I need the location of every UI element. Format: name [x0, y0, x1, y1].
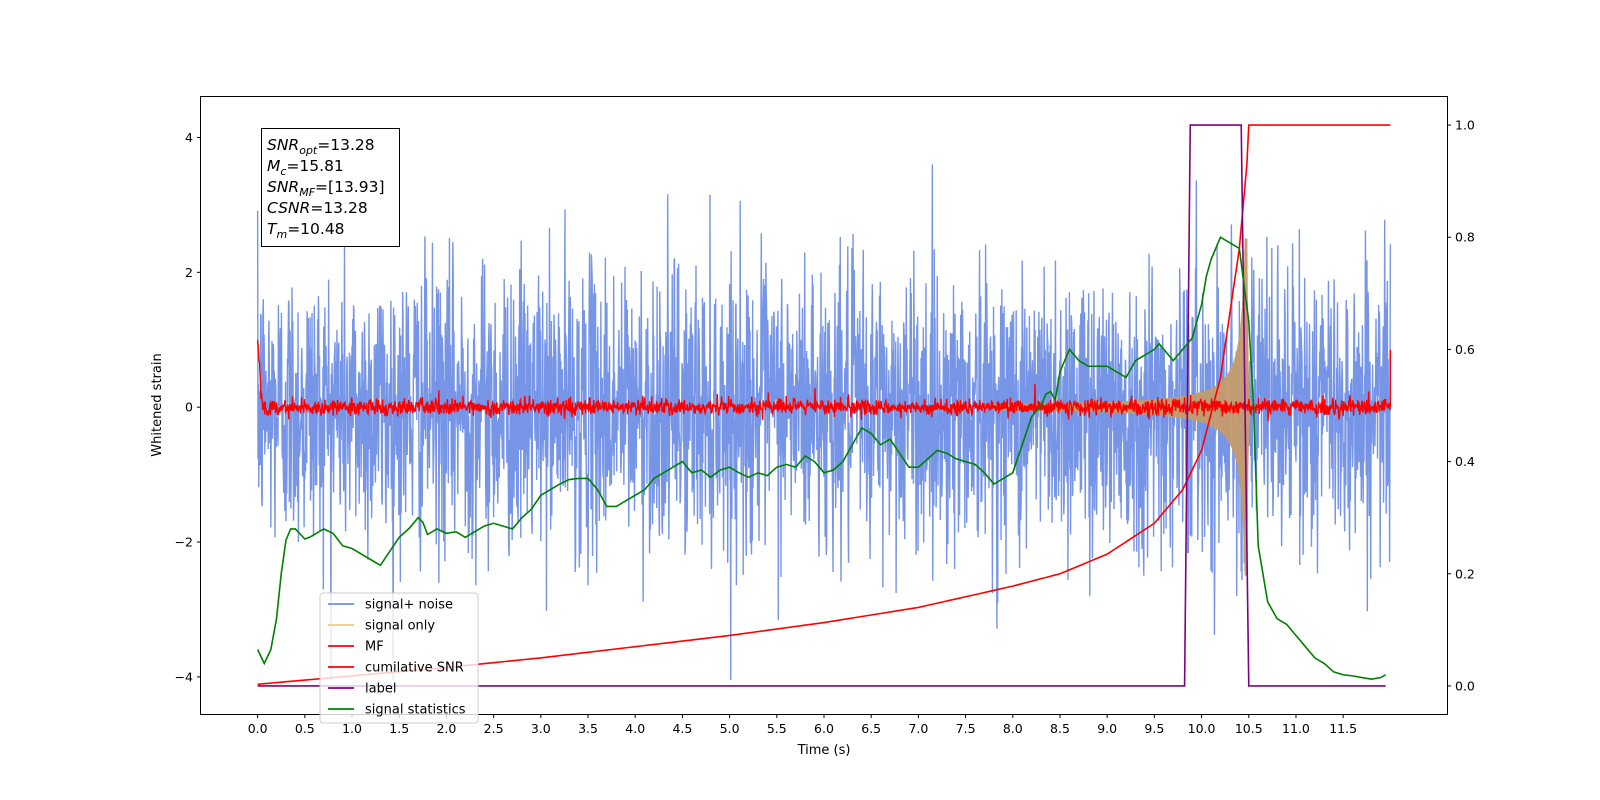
y-right-tick-label: 1.0 — [1455, 118, 1475, 133]
series-label-line — [257, 124, 1386, 687]
y-right-tick-label: 0.4 — [1455, 454, 1475, 469]
series-mf-line — [256, 339, 1392, 422]
series-group — [256, 124, 1392, 687]
x-tick-label: 2.0 — [436, 721, 456, 736]
x-tick-label: 3.5 — [578, 721, 598, 736]
legend-label: signal+ noise — [365, 598, 453, 613]
plot-area — [256, 124, 1392, 687]
y-right-tick-label: 0.0 — [1455, 678, 1475, 693]
info-line: Mc=15.81 — [267, 157, 344, 178]
y-right-tick-label: 0.6 — [1455, 342, 1475, 357]
x-tick-label: 8.0 — [1003, 721, 1023, 736]
x-tick-label: 7.0 — [908, 721, 928, 736]
x-tick-label: 6.0 — [814, 721, 834, 736]
legend-label: MF — [365, 640, 384, 655]
y-left-tick-label: 0 — [185, 400, 193, 415]
info-line: SNRMF=[13.93] — [267, 178, 385, 199]
x-tick-label: 10.0 — [1188, 721, 1216, 736]
x-axis-label: Time (s) — [797, 743, 851, 758]
x-tick-label: 5.5 — [767, 721, 787, 736]
x-tick-label: 11.0 — [1282, 721, 1310, 736]
y-right-tick-label: 0.8 — [1455, 230, 1475, 245]
x-tick-label: 0.0 — [248, 721, 268, 736]
y-axis-label: Whitened strain — [150, 353, 165, 456]
info-line: CSNR=13.28 — [267, 199, 368, 217]
legend: signal+ noise signal only MF cumilative SNR… — [319, 592, 479, 724]
info-box-frame — [261, 128, 400, 247]
y-right-tick-label: 0.2 — [1455, 566, 1475, 581]
y-left-tick-label: 4 — [185, 130, 193, 145]
y-left-tick-label: −4 — [175, 669, 193, 684]
x-tick-label: 1.5 — [389, 721, 409, 736]
x-tick-label: 5.0 — [720, 721, 740, 736]
x-tick-label: 9.0 — [1097, 721, 1117, 736]
x-tick-label: 2.5 — [484, 721, 504, 736]
x-tick-label: 10.5 — [1235, 721, 1263, 736]
x-tick-label: 1.0 — [342, 721, 362, 736]
legend-label: signal only — [365, 619, 435, 634]
legend-frame — [319, 592, 479, 724]
series-signal-statistics-line — [256, 236, 1387, 681]
x-tick-label: 0.5 — [295, 721, 315, 736]
y-left-tick-label: −2 — [175, 535, 193, 550]
x-tick-label: 11.5 — [1329, 721, 1357, 736]
axes: 0.0 0.5 1.0 1.5 2.0 2.5 3.0 3.5 4.0 4.5 5.0 5.5 6.0 6… — [175, 118, 1475, 736]
x-tick-label: 4.5 — [672, 721, 692, 736]
info-line: Tm=10.48 — [267, 220, 345, 241]
y-left-tick-label: 2 — [185, 265, 193, 280]
info-line: SNRopt=13.28 — [267, 136, 375, 157]
x-tick-label: 7.5 — [956, 721, 976, 736]
x-tick-label: 3.0 — [531, 721, 551, 736]
x-tick-label: 8.5 — [1050, 721, 1070, 736]
x-tick-label: 9.5 — [1144, 721, 1164, 736]
legend-label: cumilative SNR — [365, 661, 464, 676]
x-tick-label: 4.0 — [625, 721, 645, 736]
legend-label: signal statistics — [365, 703, 466, 718]
legend-label: label — [365, 682, 396, 697]
x-tick-label: 6.5 — [861, 721, 881, 736]
series-signal-noise-line — [256, 164, 1392, 681]
info-box: SNRopt=13.28Mc=15.81SNRMF=[13.93]CSNR=13… — [261, 128, 400, 247]
